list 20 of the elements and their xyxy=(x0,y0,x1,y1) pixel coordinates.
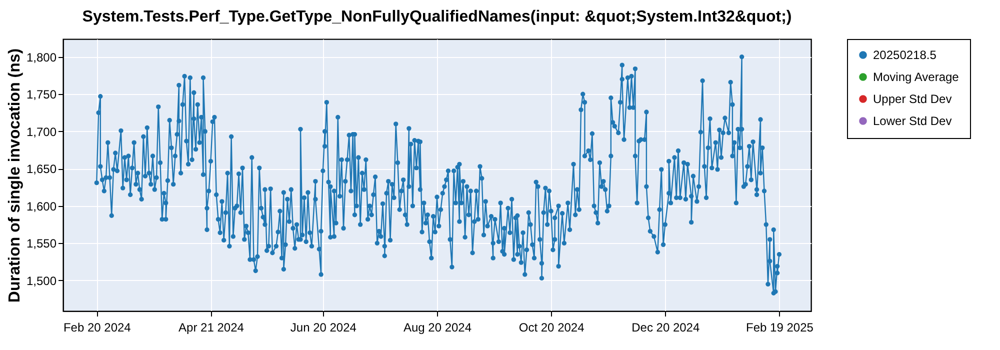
y-tick-label: 1,750 xyxy=(26,88,57,102)
x-tick-label: Aug 20 2024 xyxy=(403,320,472,334)
x-tick-label: Oct 20 2024 xyxy=(518,320,585,334)
x-tick-label: Feb 19 2025 xyxy=(746,320,814,334)
y-tick-label: 1,500 xyxy=(26,274,57,288)
chart-title: System.Tests.Perf_Type.GetType_NonFullyQualifiedNames(input: &quot;System.Int32&quot;) xyxy=(82,8,792,26)
legend-label: Upper Std Dev xyxy=(873,92,952,106)
x-tick-label: Apr 21 2024 xyxy=(178,320,244,334)
y-axis-title: Duration of single invocation (ns) xyxy=(6,48,24,303)
y-tick-label: 1,600 xyxy=(26,199,57,214)
x-tick-label: Dec 20 2024 xyxy=(632,320,700,334)
legend-label: Moving Average xyxy=(873,70,960,84)
y-tick-label: 1,650 xyxy=(26,162,57,176)
legend-label: Lower Std Dev xyxy=(873,114,952,128)
y-tick-label: 1,550 xyxy=(26,236,57,251)
legend-label: 20250218.5 xyxy=(873,48,937,62)
y-tick-label: 1,800 xyxy=(26,50,57,64)
x-tick-label: Jun 20 2024 xyxy=(290,320,357,334)
x-tick-label: Feb 20 2024 xyxy=(63,320,132,334)
y-tick-label: 1,700 xyxy=(26,124,57,139)
